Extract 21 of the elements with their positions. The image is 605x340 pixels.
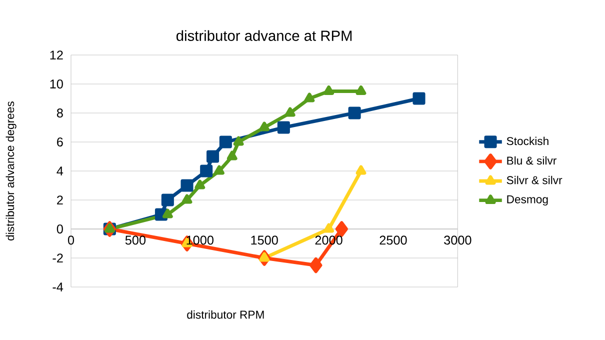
x-axis-title: distributor RPM — [187, 310, 264, 319]
y-tick-label: -4 — [52, 282, 64, 292]
x-tick-label: 2500 — [380, 236, 407, 245]
legend-label: Silvr & silvr — [506, 176, 562, 184]
x-tick-label: 3000 — [444, 236, 472, 245]
chart-title: distributor advance at RPM — [176, 30, 352, 41]
y-tick-label: -2 — [52, 254, 63, 262]
y-tick-label: 0 — [56, 224, 63, 234]
x-tick-label: 500 — [125, 236, 146, 245]
legend-label: Blu & silvr — [507, 156, 556, 165]
legend-label: Desmog — [507, 195, 548, 206]
y-tick-label: 8 — [56, 108, 63, 118]
y-tick-label: 4 — [56, 166, 64, 176]
x-tick-label: 0 — [68, 236, 74, 245]
y-tick-label: 12 — [50, 50, 63, 60]
x-tick-label: 1500 — [251, 236, 278, 245]
y-tick-label: 2 — [57, 196, 63, 204]
y-tick-label: 6 — [57, 138, 63, 146]
y-tick-label: 10 — [50, 80, 63, 88]
y-axis-title: distributor advance degrees — [6, 102, 16, 240]
legend-label: Stockish — [506, 136, 548, 146]
